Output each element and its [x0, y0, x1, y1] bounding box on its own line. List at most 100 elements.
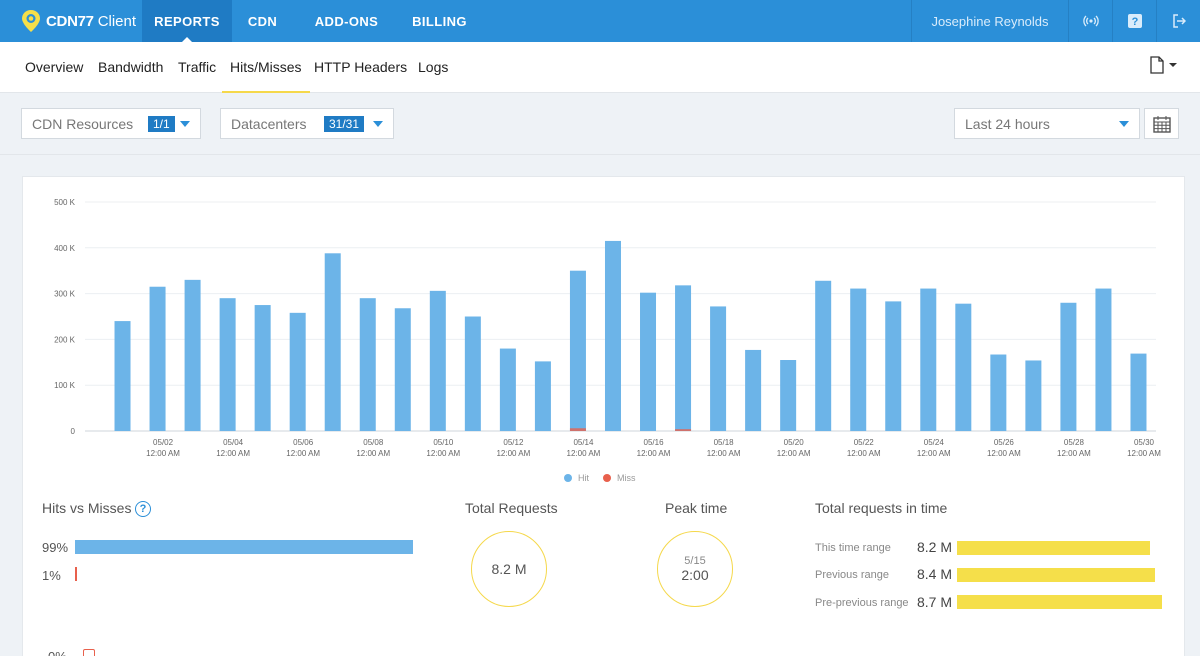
x-tick-label: 05/20 — [784, 438, 805, 447]
hits-misses-chart: 0 100 K 200 K 300 K 400 K 500 K 05/02 12:00 AM 0… — [54, 198, 1161, 458]
bar-hit — [429, 290, 446, 431]
nav-billing[interactable]: BILLING — [412, 13, 467, 29]
bar-hit — [324, 253, 341, 431]
brand-logo[interactable]: CDN77 Client — [0, 0, 142, 42]
nav-add-ons[interactable]: ADD-ONS — [314, 13, 379, 29]
bar-hit — [885, 301, 902, 431]
x-tick-label: 12:00 AM — [496, 449, 530, 458]
bar-hit — [1025, 360, 1042, 431]
time-range-select[interactable]: Last 24 hours — [954, 108, 1140, 139]
this-range-value: 8.2 M — [917, 539, 953, 555]
bar-miss — [675, 429, 692, 431]
nav-reports[interactable]: REPORTS — [142, 0, 232, 42]
this-range-label: This time range — [815, 542, 891, 554]
bar-hit — [149, 286, 166, 431]
x-tick-label: 05/02 — [153, 438, 174, 447]
bar-hit — [920, 288, 937, 431]
previous-range-bar — [957, 568, 1155, 582]
question-icon[interactable]: ? — [135, 501, 151, 517]
logout-icon[interactable] — [1156, 0, 1200, 42]
tab-hits-misses[interactable]: Hits/Misses — [222, 42, 310, 93]
x-tick-label: 12:00 AM — [356, 449, 390, 458]
tab-traffic[interactable]: Traffic — [178, 59, 217, 75]
legend-hit-label: Hit — [578, 473, 589, 483]
pre-previous-range-bar — [957, 595, 1162, 609]
bar-hit — [710, 306, 727, 431]
total-in-time-title: Total requests in time — [815, 500, 948, 516]
y-tick-label: 300 K — [54, 290, 76, 299]
total-requests-circle: 8.2 M — [471, 531, 547, 607]
pre-previous-range-label: Pre-previous range — [815, 597, 909, 609]
calendar-icon — [1152, 115, 1171, 133]
bar-hit — [394, 308, 411, 431]
previous-range-label: Previous range — [815, 569, 889, 581]
help-icon[interactable]: ? — [1112, 0, 1156, 42]
chart-legend: Hit Miss — [564, 473, 650, 483]
y-tick-label: 500 K — [54, 198, 76, 207]
x-tick-label: 12:00 AM — [707, 449, 741, 458]
bar-hit — [499, 348, 516, 431]
peak-time-value: 2:00 — [681, 567, 709, 583]
x-tick-label: 05/16 — [644, 438, 665, 447]
reports-subnav: Overview Bandwidth Traffic Hits/Misses H… — [0, 42, 1200, 93]
x-tick-label: 12:00 AM — [637, 449, 671, 458]
x-tick-label: 12:00 AM — [987, 449, 1021, 458]
x-tick-label: 12:00 AM — [426, 449, 460, 458]
tab-bandwidth[interactable]: Bandwidth — [98, 59, 164, 75]
bar-hit — [359, 298, 376, 431]
filter-bar: CDN Resources 1/1 Datacenters 31/31 Last… — [0, 94, 1200, 155]
bar-hit — [780, 360, 797, 431]
cdn-resources-label: CDN Resources — [32, 115, 134, 132]
legend-miss[interactable]: Miss — [603, 473, 636, 483]
legend-hit-dot — [564, 474, 572, 482]
x-tick-label: 05/08 — [363, 438, 384, 447]
hit-percent-bar — [75, 540, 413, 554]
bar-hit — [745, 349, 762, 431]
main-menu: REPORTS CDN ADD-ONS BILLING — [142, 0, 479, 42]
x-tick-label: 12:00 AM — [777, 449, 811, 458]
x-tick-label: 05/22 — [854, 438, 875, 447]
x-tick-label: 05/30 — [1134, 438, 1155, 447]
bar-miss — [569, 428, 586, 431]
user-name[interactable]: Josephine Reynolds — [911, 0, 1068, 42]
x-tick-label: 12:00 AM — [917, 449, 951, 458]
x-tick-label: 12:00 AM — [1127, 449, 1161, 458]
chevron-down-icon — [373, 120, 383, 127]
bar-hit — [289, 312, 306, 431]
bar-hit — [464, 316, 481, 431]
x-tick-label: 05/26 — [994, 438, 1015, 447]
cdn-resources-badge: 1/1 — [148, 115, 175, 132]
bar-hit — [815, 280, 832, 431]
x-tick-label: 12:00 AM — [567, 449, 601, 458]
brand-suffix: Client — [97, 12, 137, 30]
x-tick-label: 05/04 — [223, 438, 244, 447]
hits-vs-misses-title: Hits vs Misses — [42, 500, 132, 516]
cdn-resources-select[interactable]: CDN Resources 1/1 — [21, 108, 201, 139]
datacenters-label: Datacenters — [231, 115, 307, 132]
bar-hit — [1095, 288, 1112, 431]
tab-logs[interactable]: Logs — [418, 59, 449, 75]
x-tick-label: 05/10 — [433, 438, 454, 447]
svg-text:?: ? — [1131, 16, 1138, 28]
nav-cdn[interactable]: CDN — [247, 13, 278, 29]
x-tick-label: 05/06 — [293, 438, 314, 447]
broadcast-icon[interactable] — [1068, 0, 1112, 42]
bar-hit — [534, 361, 551, 431]
hit-percent: 99% — [42, 540, 69, 555]
legend-hit[interactable]: Hit — [564, 473, 589, 483]
tab-http-headers[interactable]: HTTP Headers — [314, 59, 408, 75]
bar-hit — [254, 305, 271, 431]
calendar-button[interactable] — [1144, 108, 1179, 139]
x-tick-label: 12:00 AM — [146, 449, 180, 458]
chevron-down-icon — [180, 120, 190, 127]
y-tick-label: 100 K — [54, 381, 76, 390]
tab-overview[interactable]: Overview — [25, 59, 84, 75]
miss-checkbox[interactable] — [83, 649, 95, 656]
datacenters-select[interactable]: Datacenters 31/31 — [220, 108, 394, 139]
export-document-icon[interactable] — [1150, 56, 1178, 74]
bar-hit — [184, 279, 201, 431]
y-tick-label: 400 K — [54, 244, 76, 253]
x-tick-label: 05/18 — [714, 438, 735, 447]
bar-hit — [1060, 302, 1077, 431]
bar-hit — [675, 285, 692, 431]
